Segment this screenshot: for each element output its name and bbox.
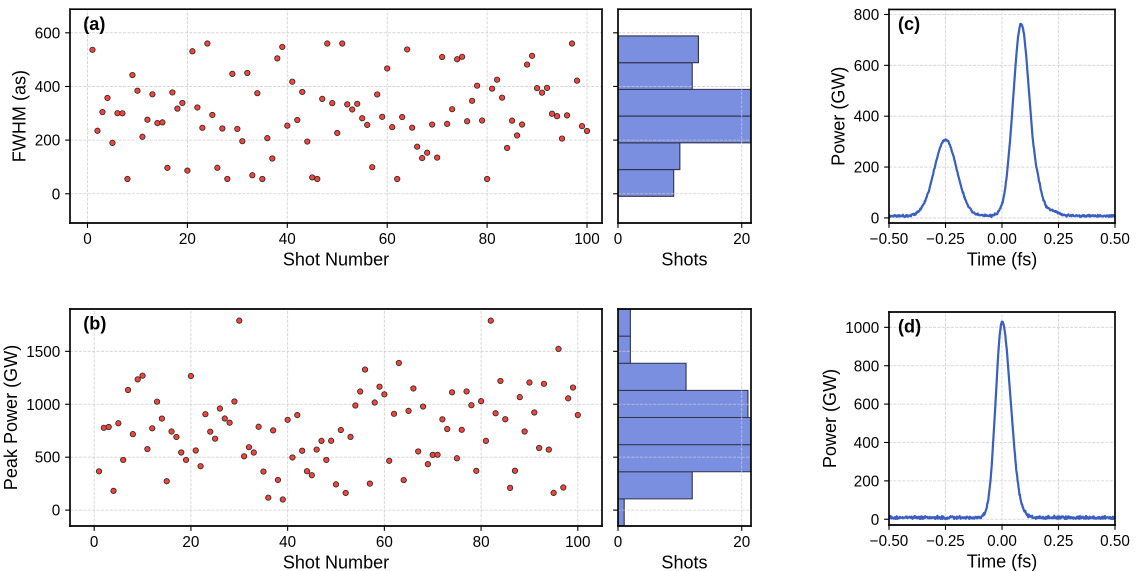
svg-text:Shot Number: Shot Number bbox=[283, 250, 389, 270]
svg-text:1000: 1000 bbox=[26, 397, 60, 414]
svg-text:20: 20 bbox=[179, 231, 196, 248]
svg-text:Peak Power (GW): Peak Power (GW) bbox=[1, 345, 21, 490]
svg-text:80: 80 bbox=[473, 534, 490, 551]
svg-text:Power (GW): Power (GW) bbox=[820, 369, 840, 468]
svg-text:−0.50: −0.50 bbox=[870, 533, 909, 550]
svg-text:0.00: 0.00 bbox=[987, 533, 1017, 550]
svg-text:400: 400 bbox=[854, 435, 879, 452]
svg-text:20: 20 bbox=[733, 231, 750, 248]
svg-text:800: 800 bbox=[854, 7, 879, 24]
svg-text:0.25: 0.25 bbox=[1044, 231, 1074, 248]
svg-text:(a): (a) bbox=[83, 14, 105, 34]
svg-text:FWHM (as): FWHM (as) bbox=[9, 70, 29, 162]
svg-text:200: 200 bbox=[35, 133, 60, 150]
svg-text:Shots: Shots bbox=[661, 250, 707, 270]
svg-text:−0.50: −0.50 bbox=[870, 231, 909, 248]
svg-text:800: 800 bbox=[854, 358, 879, 375]
svg-text:60: 60 bbox=[376, 534, 393, 551]
svg-text:1000: 1000 bbox=[845, 320, 879, 337]
svg-text:400: 400 bbox=[35, 79, 60, 96]
svg-text:Shots: Shots bbox=[661, 553, 707, 571]
svg-text:0: 0 bbox=[871, 210, 880, 227]
svg-text:0: 0 bbox=[871, 512, 880, 529]
svg-text:−0.25: −0.25 bbox=[926, 533, 965, 550]
svg-text:0: 0 bbox=[614, 534, 623, 551]
svg-text:−0.25: −0.25 bbox=[926, 231, 965, 248]
svg-text:100: 100 bbox=[565, 534, 590, 551]
svg-text:(c): (c) bbox=[898, 14, 920, 34]
svg-text:20: 20 bbox=[182, 534, 199, 551]
svg-text:0: 0 bbox=[83, 231, 92, 248]
svg-text:(b): (b) bbox=[83, 314, 106, 334]
svg-text:0: 0 bbox=[614, 231, 623, 248]
svg-text:Time (fs): Time (fs) bbox=[967, 552, 1038, 571]
svg-text:0.25: 0.25 bbox=[1044, 533, 1074, 550]
svg-text:600: 600 bbox=[35, 25, 60, 42]
svg-text:600: 600 bbox=[854, 58, 879, 75]
svg-text:40: 40 bbox=[279, 231, 296, 248]
svg-text:20: 20 bbox=[733, 534, 750, 551]
svg-text:60: 60 bbox=[379, 231, 396, 248]
svg-text:1500: 1500 bbox=[26, 344, 60, 361]
svg-text:100: 100 bbox=[574, 231, 599, 248]
svg-text:0: 0 bbox=[52, 186, 61, 203]
svg-text:Power (GW): Power (GW) bbox=[828, 67, 848, 166]
svg-text:Time (fs): Time (fs) bbox=[967, 250, 1038, 270]
svg-text:40: 40 bbox=[279, 534, 296, 551]
svg-text:0.00: 0.00 bbox=[987, 231, 1017, 248]
svg-text:500: 500 bbox=[35, 450, 60, 467]
svg-text:80: 80 bbox=[479, 231, 496, 248]
svg-text:0.50: 0.50 bbox=[1100, 533, 1130, 550]
svg-text:Shot Number: Shot Number bbox=[283, 553, 389, 571]
svg-text:200: 200 bbox=[854, 160, 879, 177]
svg-text:600: 600 bbox=[854, 397, 879, 414]
svg-text:400: 400 bbox=[854, 109, 879, 126]
svg-text:0: 0 bbox=[52, 503, 61, 520]
svg-text:0.50: 0.50 bbox=[1100, 231, 1130, 248]
svg-text:0: 0 bbox=[90, 534, 99, 551]
svg-text:200: 200 bbox=[854, 473, 879, 490]
svg-text:(d): (d) bbox=[898, 317, 921, 337]
